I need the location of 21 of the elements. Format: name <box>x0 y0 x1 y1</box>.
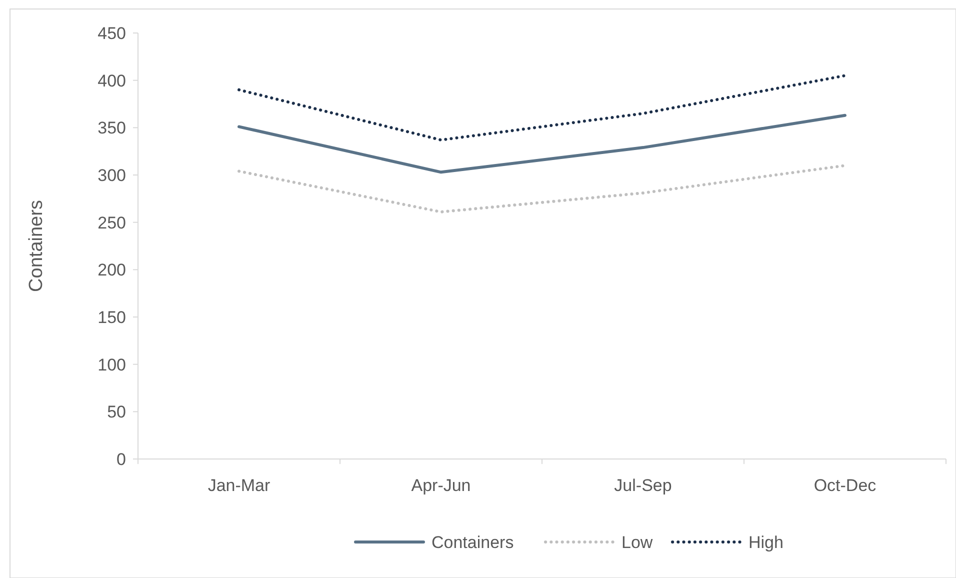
y-tick-label: 50 <box>107 402 126 422</box>
y-tick-label: 350 <box>98 118 126 138</box>
x-tick-label: Oct-Dec <box>814 476 877 495</box>
y-tick-label: 450 <box>98 24 126 43</box>
y-tick-label: 150 <box>98 308 126 327</box>
x-tick-label: Jul-Sep <box>614 476 672 495</box>
x-tick-label: Jan-Mar <box>208 476 271 495</box>
legend-label: Low <box>622 532 654 552</box>
y-tick-label: 250 <box>98 213 126 232</box>
line-series <box>238 74 846 142</box>
line-series <box>238 114 846 174</box>
y-tick-label: 200 <box>98 260 126 280</box>
y-axis-title: Containers <box>26 200 47 292</box>
legend-label: Containers <box>432 532 514 552</box>
line-series <box>238 164 846 214</box>
x-tick-label: Apr-Jun <box>411 476 471 495</box>
y-tick-label: 100 <box>98 355 126 374</box>
y-tick-label: 300 <box>98 166 126 185</box>
y-tick-label: 0 <box>116 450 126 469</box>
legend-label: High <box>748 532 784 552</box>
y-tick-label: 400 <box>98 71 126 90</box>
